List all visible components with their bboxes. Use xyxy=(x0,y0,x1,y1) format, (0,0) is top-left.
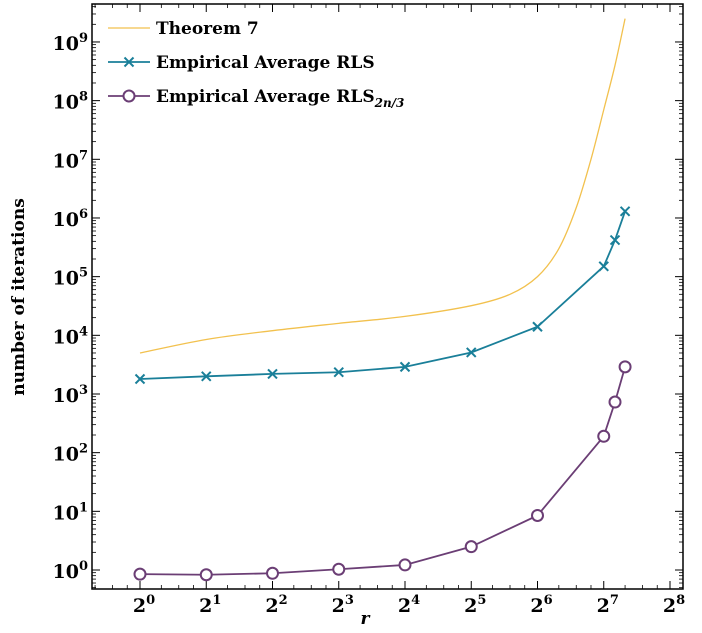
y-tick-label: 102 xyxy=(53,442,89,466)
legend: Theorem 7 Empirical Average RLS Empirical … xyxy=(108,19,404,110)
x-tick-label: 25 xyxy=(464,593,486,617)
x-tick-label: 21 xyxy=(199,593,221,617)
x-tick-label: 24 xyxy=(398,593,420,617)
legend-label-2: Empirical Average RLS2n/3 xyxy=(156,87,404,110)
y-tick-label: 100 xyxy=(53,559,89,583)
data-point-1 xyxy=(333,367,344,378)
data-point-2 xyxy=(608,395,622,409)
x-tick-label: 26 xyxy=(530,593,552,617)
legend-label-0: Theorem 7 xyxy=(156,19,259,39)
data-point-1 xyxy=(267,368,278,380)
data-point-1 xyxy=(399,361,411,373)
x-tick-label: 20 xyxy=(133,593,155,617)
y-tick-label: 109 xyxy=(53,31,89,55)
legend-marker-1 xyxy=(123,56,135,68)
y-tick-label: 104 xyxy=(53,324,89,348)
plot-area xyxy=(91,3,684,590)
x-tick-labels: 20 21 22 23 24 25 26 27 28 xyxy=(133,593,685,617)
x-tick-label: 23 xyxy=(332,593,354,617)
data-point-1 xyxy=(201,371,212,382)
data-point-1 xyxy=(619,206,631,217)
y-tick-label: 106 xyxy=(53,207,89,231)
data-point-1 xyxy=(466,347,477,358)
x-tick-label: 27 xyxy=(597,593,619,617)
series-layer xyxy=(133,18,632,582)
data-point-1 xyxy=(134,373,146,385)
y-tick-label: 108 xyxy=(53,90,89,114)
y-tick-labels: 100 101 102 103 104 105 106 107 108 109 xyxy=(53,31,89,583)
minor-ticks xyxy=(92,4,683,589)
y-tick-label: 105 xyxy=(53,266,89,290)
data-point-2 xyxy=(133,567,147,581)
y-tick-label: 107 xyxy=(53,148,89,172)
y-tick-label: 101 xyxy=(53,500,89,524)
data-point-2 xyxy=(266,566,279,580)
series-line-1 xyxy=(139,210,626,380)
legend-label-1: Empirical Average RLS xyxy=(156,53,375,73)
legend-marker-2 xyxy=(122,89,136,103)
series-line-2 xyxy=(139,366,626,576)
major-ticks xyxy=(92,4,683,589)
y-axis-title: number of iterations xyxy=(9,198,29,396)
data-point-1 xyxy=(609,234,621,246)
series-line-0 xyxy=(139,18,626,354)
data-point-2 xyxy=(597,429,611,443)
data-point-2 xyxy=(531,508,544,522)
data-point-1 xyxy=(532,321,543,332)
data-point-1 xyxy=(598,261,609,272)
x-tick-label: 22 xyxy=(265,593,287,617)
data-point-2 xyxy=(618,360,632,374)
y-tick-label: 103 xyxy=(53,383,89,407)
x-axis-title: r xyxy=(361,609,371,629)
data-point-2 xyxy=(398,558,412,572)
x-tick-label: 28 xyxy=(663,593,685,617)
data-point-2 xyxy=(464,540,478,554)
data-point-2 xyxy=(332,562,346,576)
data-point-2 xyxy=(199,568,213,582)
